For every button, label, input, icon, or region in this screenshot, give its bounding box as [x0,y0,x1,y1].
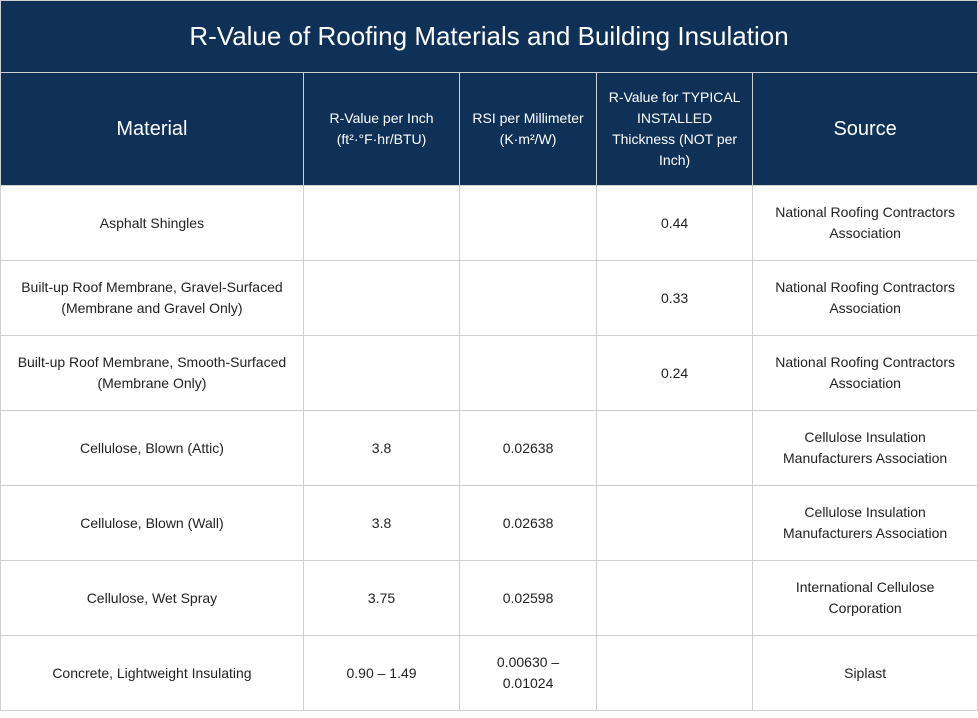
cell-r-typical: 0.44 [596,186,752,261]
cell-r-per-inch: 3.75 [303,561,459,636]
table-title: R-Value of Roofing Materials and Buildin… [1,1,978,73]
col-r-typical: R-Value for TYPICAL INSTALLED Thickness … [596,73,752,186]
cell-r-typical [596,486,752,561]
cell-rsi-per-mm [460,261,597,336]
cell-source: International Cellulose Corporation [753,561,978,636]
cell-rsi-per-mm [460,186,597,261]
cell-r-per-inch [303,261,459,336]
table-row: Cellulose, Wet Spray 3.75 0.02598 Intern… [1,561,978,636]
col-r-per-inch: R-Value per Inch (ft²·°F·hr/BTU) [303,73,459,186]
cell-source: National Roofing Contractors Association [753,186,978,261]
table-row: Cellulose, Blown (Attic) 3.8 0.02638 Cel… [1,411,978,486]
cell-source: Siplast [753,636,978,711]
table-row: Cellulose, Blown (Wall) 3.8 0.02638 Cell… [1,486,978,561]
cell-source: National Roofing Contractors Association [753,336,978,411]
cell-r-per-inch [303,186,459,261]
cell-material: Cellulose, Blown (Wall) [1,486,304,561]
cell-material: Built-up Roof Membrane, Smooth-Surfaced … [1,336,304,411]
table-row: Built-up Roof Membrane, Smooth-Surfaced … [1,336,978,411]
cell-rsi-per-mm: 0.02598 [460,561,597,636]
cell-material: Built-up Roof Membrane, Gravel-Surfaced … [1,261,304,336]
cell-r-typical [596,636,752,711]
cell-material: Cellulose, Blown (Attic) [1,411,304,486]
cell-rsi-per-mm: 0.00630 – 0.01024 [460,636,597,711]
cell-material: Asphalt Shingles [1,186,304,261]
table-body: Asphalt Shingles 0.44 National Roofing C… [1,186,978,711]
cell-r-typical: 0.24 [596,336,752,411]
cell-source: Cellulose Insulation Manufacturers Assoc… [753,411,978,486]
col-source: Source [753,73,978,186]
cell-r-per-inch: 3.8 [303,411,459,486]
table-row: Asphalt Shingles 0.44 National Roofing C… [1,186,978,261]
col-material: Material [1,73,304,186]
table-row: Built-up Roof Membrane, Gravel-Surfaced … [1,261,978,336]
cell-source: Cellulose Insulation Manufacturers Assoc… [753,486,978,561]
cell-material: Concrete, Lightweight Insulating [1,636,304,711]
cell-source: National Roofing Contractors Association [753,261,978,336]
table-row: Concrete, Lightweight Insulating 0.90 – … [1,636,978,711]
col-rsi-per-mm: RSI per Millimeter (K·m²/W) [460,73,597,186]
rvalue-table: R-Value of Roofing Materials and Buildin… [0,0,978,711]
cell-rsi-per-mm [460,336,597,411]
cell-r-per-inch [303,336,459,411]
cell-rsi-per-mm: 0.02638 [460,486,597,561]
table-header-row: Material R-Value per Inch (ft²·°F·hr/BTU… [1,73,978,186]
cell-r-typical: 0.33 [596,261,752,336]
cell-r-per-inch: 3.8 [303,486,459,561]
cell-r-typical [596,561,752,636]
cell-material: Cellulose, Wet Spray [1,561,304,636]
cell-r-per-inch: 0.90 – 1.49 [303,636,459,711]
cell-r-typical [596,411,752,486]
cell-rsi-per-mm: 0.02638 [460,411,597,486]
